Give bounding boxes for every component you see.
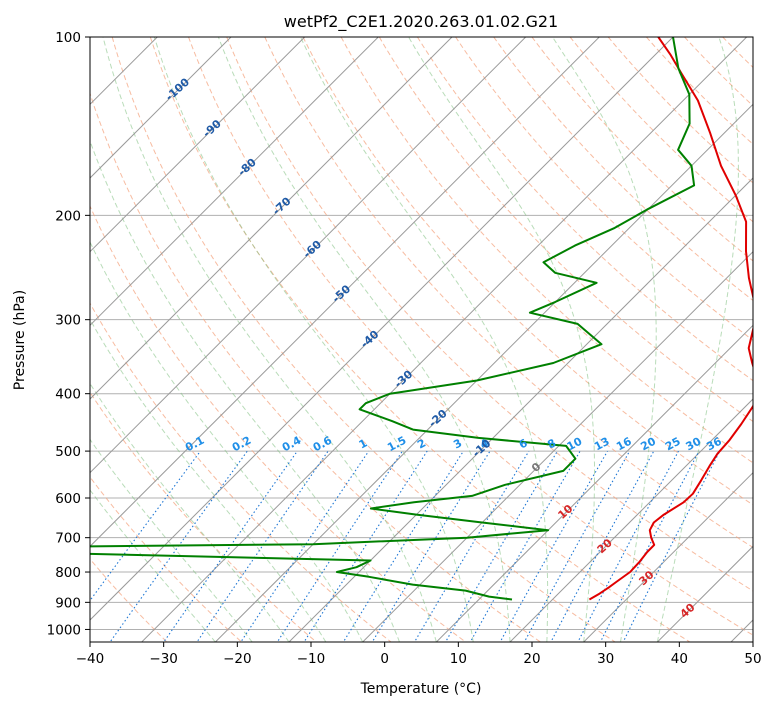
x-tick-label: 0: [380, 651, 389, 667]
y-tick-label: 900: [55, 595, 81, 611]
chart-title: wetPf2_C2E1.2020.263.01.02.G21: [284, 12, 558, 32]
x-tick-label: −20: [223, 651, 252, 667]
y-tick-label: 200: [55, 208, 81, 224]
y-tick-label: 400: [55, 387, 81, 403]
y-tick-label: 100: [55, 30, 81, 46]
x-axis-label: Temperature (°C): [360, 681, 482, 697]
x-tick-label: 40: [671, 651, 688, 667]
y-tick-label: 500: [55, 444, 81, 460]
x-tick-label: 50: [744, 651, 761, 667]
y-axis-label: Pressure (hPa): [12, 290, 28, 390]
x-tick-label: 20: [523, 651, 540, 667]
x-tick-label: 10: [450, 651, 467, 667]
y-tick-label: 300: [55, 313, 81, 329]
x-tick-label: −40: [76, 651, 105, 667]
x-tick-label: 30: [597, 651, 614, 667]
y-tick-label: 1000: [47, 622, 81, 638]
y-tick-label: 600: [55, 491, 81, 507]
y-tick-label: 700: [55, 531, 81, 547]
x-tick-label: −10: [297, 651, 326, 667]
y-tick-label: 800: [55, 565, 81, 581]
x-tick-label: −30: [149, 651, 178, 667]
